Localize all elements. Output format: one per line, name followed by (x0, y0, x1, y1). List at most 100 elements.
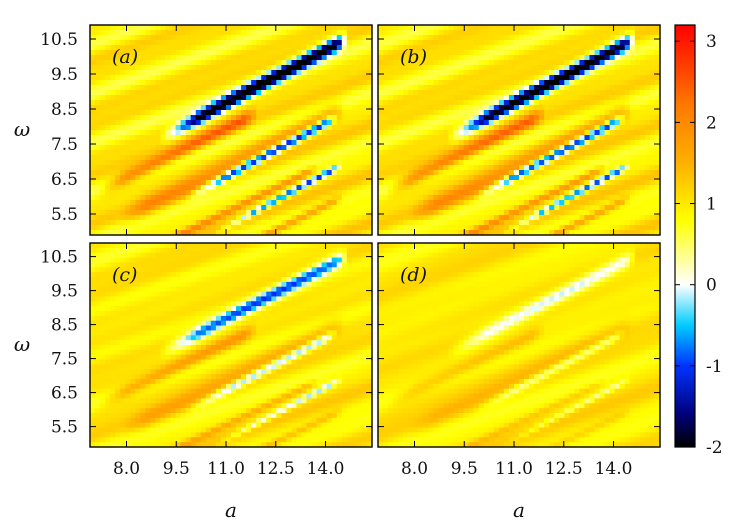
heat-cell (261, 40, 267, 46)
heat-cell (231, 165, 237, 171)
heat-cell (604, 125, 611, 131)
heat-cell (366, 75, 372, 81)
heat-cell (331, 135, 338, 141)
heat-cell (508, 30, 515, 36)
heat-cell (574, 100, 581, 106)
heat-cell (120, 210, 126, 216)
heat-cell (529, 50, 535, 56)
heat-cell (306, 220, 313, 226)
heat-cell (508, 185, 515, 191)
heat-cell (236, 175, 242, 181)
heat-cell (296, 170, 303, 176)
heat-cell (493, 165, 500, 171)
heat-cell (236, 35, 242, 41)
heat-cell (165, 247, 172, 254)
heat-cell (90, 225, 96, 231)
heat-cell (493, 175, 500, 181)
heat-cell (413, 140, 419, 146)
heat-cell (408, 35, 414, 41)
heat-cell (634, 140, 641, 146)
heat-cell (351, 230, 358, 235)
heat-cell (604, 190, 611, 196)
heat-cell (205, 95, 212, 101)
heat-cell (544, 75, 550, 81)
heat-cell (210, 210, 217, 216)
heat-cell (150, 230, 157, 235)
heat-cell (534, 70, 540, 76)
heat-cell (463, 35, 470, 41)
heat-cell (110, 155, 116, 161)
heat-cell (120, 90, 126, 96)
heat-cell (246, 230, 252, 235)
heat-cell (115, 175, 121, 181)
heat-cell (231, 90, 237, 96)
heat-cell (579, 85, 586, 91)
heat-cell (579, 65, 586, 71)
heat-cell (220, 55, 227, 61)
heat-cell (115, 155, 121, 161)
heat-cell (614, 160, 621, 166)
heat-cell (463, 195, 470, 201)
heat-cell (125, 190, 131, 196)
heat-cell (654, 120, 660, 126)
heat-cell (306, 230, 313, 235)
heat-cell (200, 220, 207, 226)
heat-cell (493, 160, 500, 166)
heat-cell (579, 185, 586, 191)
heat-cell (291, 65, 298, 71)
heat-cell (433, 160, 440, 166)
heat-cell (120, 160, 126, 166)
heat-cell (488, 60, 495, 66)
heat-cell (276, 40, 282, 46)
heat-cell (599, 125, 606, 131)
heat-cell (180, 120, 187, 126)
heat-cell (413, 40, 419, 46)
heat-cell (185, 247, 192, 254)
heat-cell (160, 70, 167, 76)
heat-cell (130, 225, 136, 231)
heat-cell (418, 155, 424, 161)
heat-cell (378, 25, 384, 31)
heat-cell (493, 220, 500, 226)
heat-cell (589, 30, 596, 36)
heat-cell (629, 95, 636, 101)
heat-cell (341, 140, 348, 146)
heat-cell (366, 205, 372, 211)
heat-cell (331, 120, 338, 126)
heat-cell (443, 90, 450, 96)
heat-cell (301, 55, 308, 61)
heat-cell (321, 70, 328, 76)
heat-cell (529, 120, 535, 126)
heat-cell (539, 95, 545, 101)
heat-cell (519, 95, 525, 101)
heat-cell (241, 247, 247, 254)
heat-cell (150, 215, 157, 221)
heat-cell (361, 110, 368, 116)
heat-cell (654, 215, 660, 221)
heat-cell (261, 65, 267, 71)
heat-cell (306, 90, 313, 96)
heat-cell (336, 50, 343, 56)
heat-cell (110, 225, 116, 231)
heat-cell (473, 225, 480, 231)
heat-cell (574, 45, 581, 51)
heat-cell (266, 45, 272, 51)
heat-cell (418, 115, 424, 121)
heat-cell (241, 210, 247, 216)
heat-cell (185, 252, 192, 259)
heat-cell (629, 185, 636, 191)
heat-cell (473, 25, 480, 31)
heat-cell (428, 95, 434, 101)
heat-cell (276, 215, 282, 221)
heat-cell (574, 180, 581, 186)
heat-cell (296, 215, 303, 221)
heat-cell (458, 105, 465, 111)
heat-cell (331, 60, 338, 66)
heat-cell (463, 160, 470, 166)
heat-cell (478, 150, 485, 156)
heat-cell (241, 257, 247, 264)
heat-cell (105, 150, 111, 156)
heat-cell (110, 100, 116, 106)
heat-cell (256, 180, 262, 186)
heat-cell (306, 125, 313, 131)
